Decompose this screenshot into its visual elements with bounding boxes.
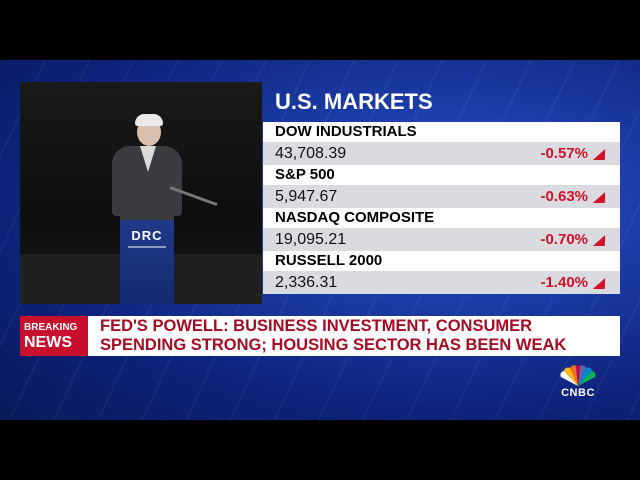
market-item: DOW INDUSTRIALS 43,708.39 -0.57%	[263, 122, 620, 165]
headline: FED'S POWELL: BUSINESS INVESTMENT, CONSU…	[88, 316, 620, 356]
market-row: 43,708.39 -0.57%	[263, 142, 620, 165]
market-change: -1.40%	[540, 274, 588, 291]
market-row: 5,947.67 -0.63%	[263, 185, 620, 208]
market-name: RUSSELL 2000	[263, 251, 620, 271]
breaking-news-label: BREAKING NEWS	[20, 316, 88, 356]
triangle-icon	[592, 149, 612, 160]
speaker-hair	[135, 114, 163, 126]
market-value: 2,336.31	[275, 274, 338, 291]
market-name: DOW INDUSTRIALS	[263, 122, 620, 142]
market-item: S&P 500 5,947.67 -0.63%	[263, 165, 620, 208]
brand-name: CNBC	[561, 387, 595, 399]
breaking-label-line2: NEWS	[24, 333, 72, 351]
market-change: -0.57%	[540, 145, 588, 162]
peacock-icon	[560, 365, 596, 386]
breaking-label-line1: BREAKING	[24, 321, 78, 333]
market-value: 43,708.39	[275, 145, 347, 162]
market-row: 19,095.21 -0.70%	[263, 228, 620, 251]
market-item: RUSSELL 2000 2,336.31 -1.40%	[263, 251, 620, 294]
market-item: NASDAQ COMPOSITE 19,095.21 -0.70%	[263, 208, 620, 251]
market-row: 2,336.31 -1.40%	[263, 271, 620, 294]
markets-panel: U.S. MARKETS DOW INDUSTRIALS 43,708.39 -…	[263, 82, 620, 306]
market-name: S&P 500	[263, 165, 620, 185]
triangle-icon	[592, 192, 612, 203]
breaking-news-ticker: BREAKING NEWS FED'S POWELL: BUSINESS INV…	[20, 316, 620, 356]
podium-logo: DRC	[131, 228, 163, 243]
market-change: -0.63%	[540, 188, 588, 205]
triangle-icon	[592, 278, 612, 289]
podium-stripe	[128, 246, 166, 248]
headline-line2: SPENDING STRONG; HOUSING SECTOR HAS BEEN…	[100, 336, 567, 354]
triangle-icon	[592, 235, 612, 246]
market-value: 5,947.67	[275, 188, 338, 205]
headline-line1: FED'S POWELL: BUSINESS INVESTMENT, CONSU…	[100, 317, 533, 335]
markets-title: U.S. MARKETS	[275, 89, 433, 114]
podium: DRC	[120, 216, 174, 304]
market-change: -0.70%	[540, 231, 588, 248]
market-value: 19,095.21	[275, 231, 347, 248]
broadcast-frame: DRC U.S. MARKETS DOW INDUSTRIALS 43,708.…	[0, 60, 640, 420]
speaker-video: DRC	[20, 82, 262, 304]
market-name: NASDAQ COMPOSITE	[263, 208, 620, 228]
cnbc-logo: CNBC	[556, 365, 600, 399]
